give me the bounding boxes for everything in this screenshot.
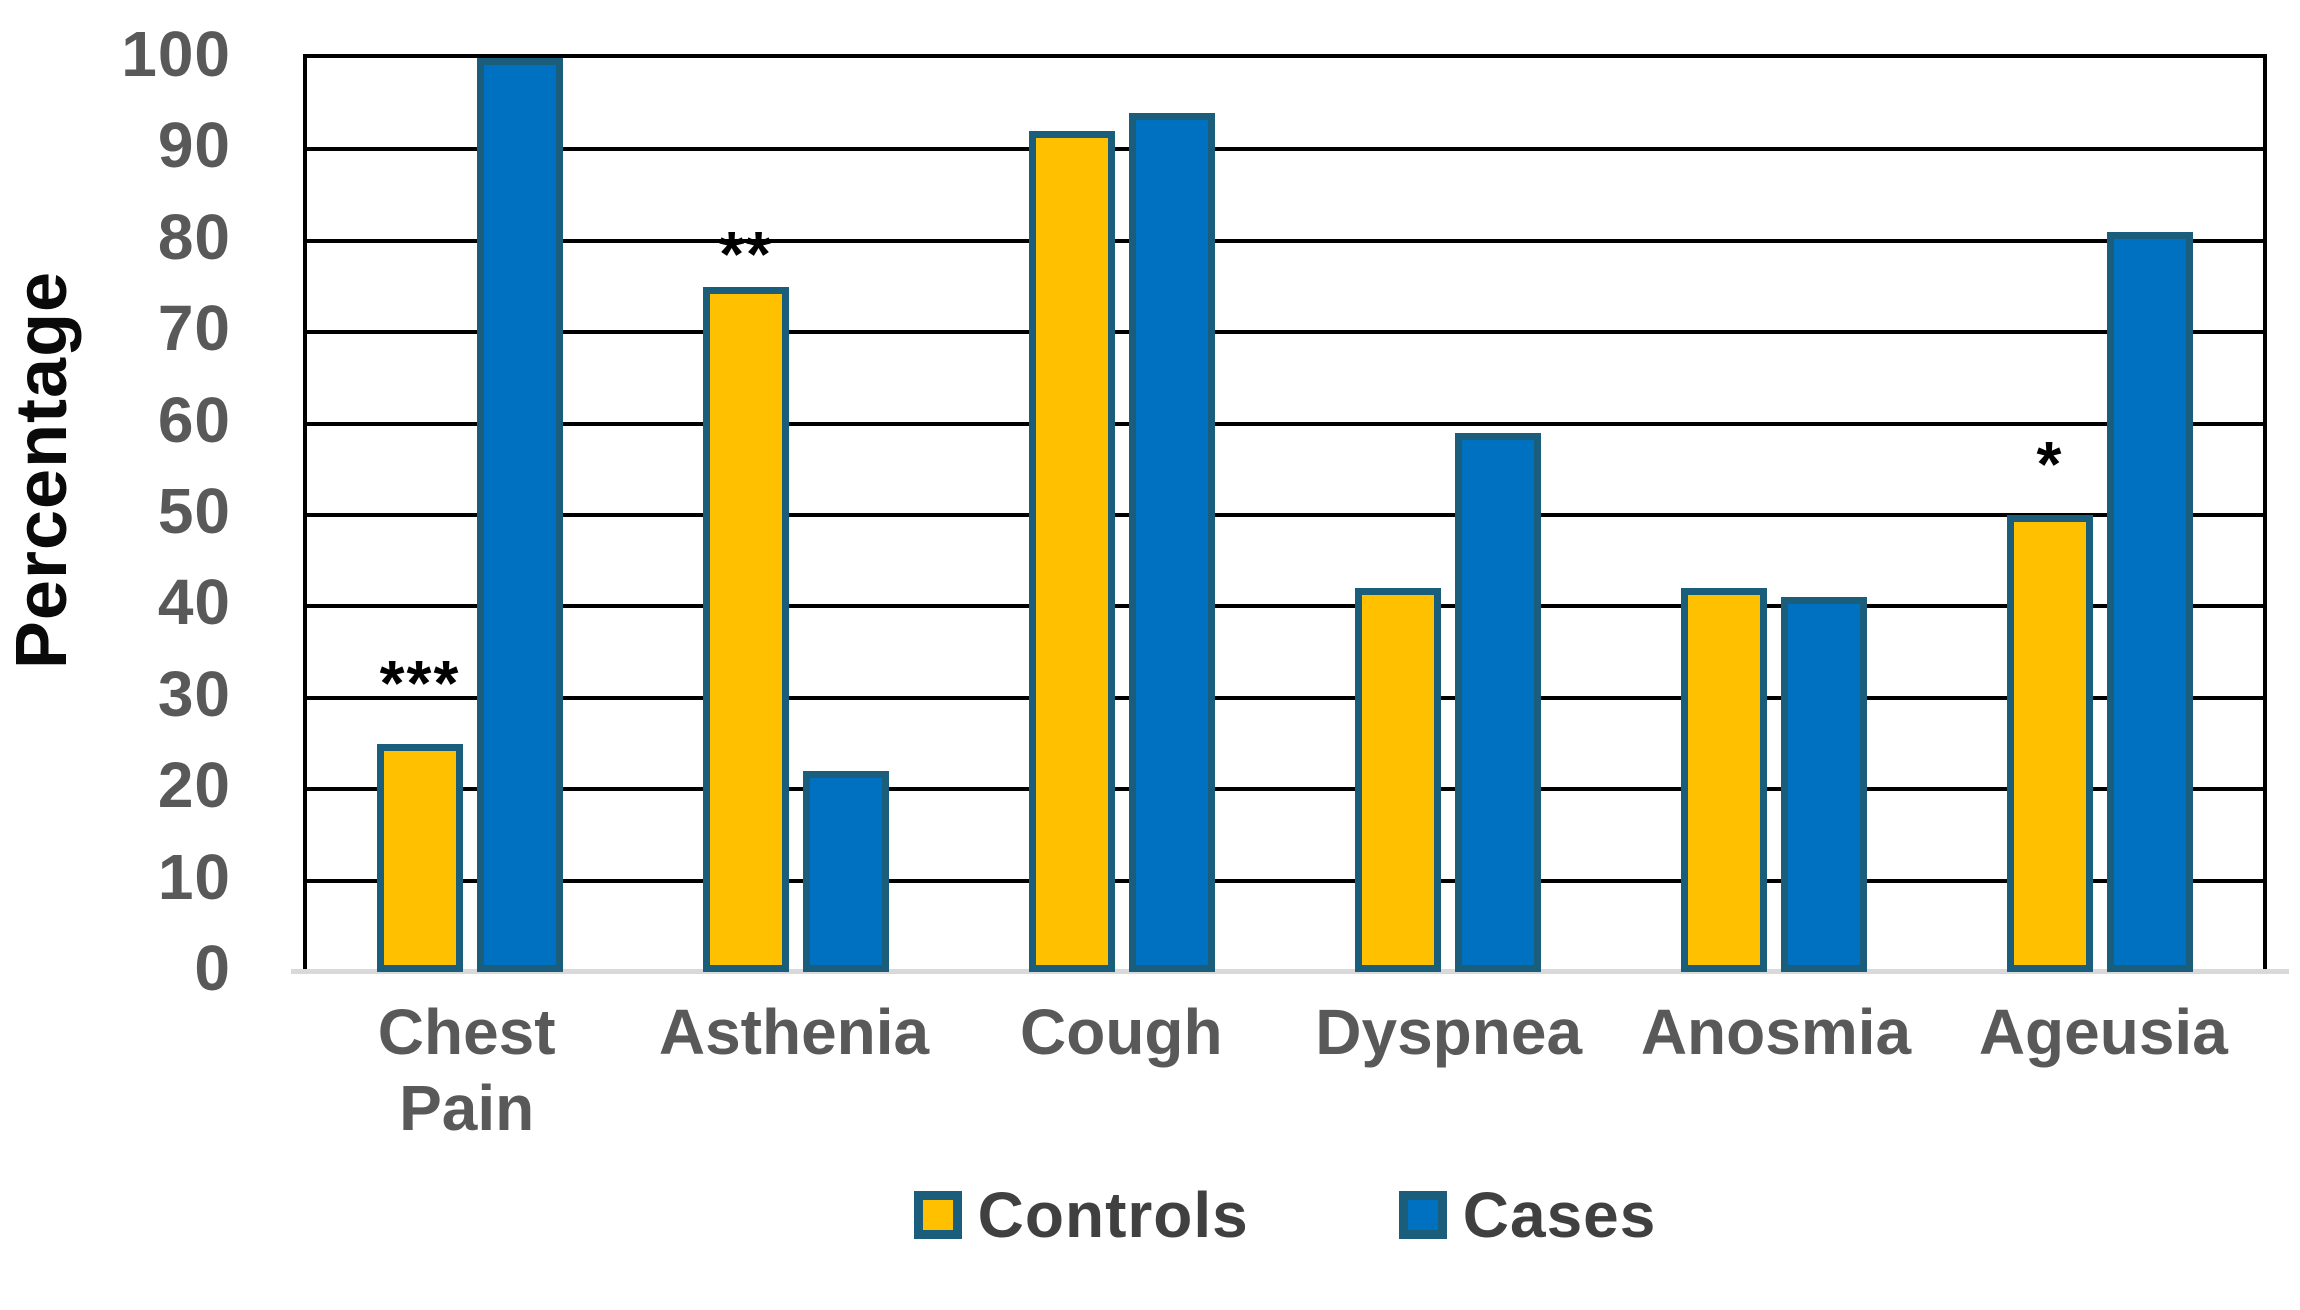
controls-bar-asthenia: [703, 286, 789, 972]
y-tick-label-40: 40: [157, 566, 231, 639]
legend: Controls Cases: [303, 1178, 2267, 1252]
cases-legend-swatch: [1398, 1191, 1447, 1239]
cases-legend-label: Cases: [1462, 1179, 1657, 1251]
x-label-asthenia: Asthenia: [658, 996, 930, 1068]
significance-annotation-asthenia: **: [719, 217, 773, 290]
controls-bar-anosmia: [1681, 588, 1767, 972]
x-axis-baseline: [291, 969, 2289, 974]
y-tick-label-70: 70: [157, 292, 231, 365]
y-tick-label-50: 50: [157, 475, 231, 547]
significance-annotation-chest-pain: ***: [379, 647, 461, 720]
cases-bar-ageusia: [2107, 231, 2193, 972]
controls-legend-label: Controls: [977, 1179, 1249, 1251]
y-axis-tick-labels: 0 10 20 30 40 50 60 70 80 90 100: [0, 18, 245, 1004]
bar-group-cough: [959, 58, 1285, 972]
gridline-90: [307, 147, 2263, 152]
plot-area: *** ** *: [291, 54, 2289, 974]
legend-item-cases: Cases: [1398, 1178, 1657, 1252]
controls-legend-swatch: [913, 1191, 962, 1239]
gridline-60: [307, 421, 2263, 426]
significance-annotation-ageusia: *: [2036, 428, 2064, 501]
x-label-chest-pain: Chest Pain: [377, 996, 556, 1144]
y-tick-label-30: 30: [157, 657, 231, 730]
y-tick-label-20: 20: [157, 749, 231, 822]
bar-group-ageusia: [1937, 58, 2263, 972]
x-label-cough: Cough: [1020, 996, 1223, 1068]
cases-bar-chest-pain: [477, 58, 563, 972]
x-label-ageusia: Ageusia: [1978, 996, 2228, 1068]
controls-bar-dyspnea: [1355, 588, 1441, 972]
cases-bar-cough: [1129, 112, 1215, 972]
controls-bar-chest-pain: [377, 743, 463, 972]
gridline-40: [307, 604, 2263, 609]
bar-groups: [307, 58, 2263, 972]
gridline-30: [307, 695, 2263, 700]
gridline-70: [307, 330, 2263, 335]
gridline-50: [307, 513, 2263, 517]
gridline-80: [307, 238, 2263, 243]
gridline-10: [307, 878, 2263, 883]
bar-group-chest-pain: [307, 58, 633, 972]
y-tick-label-80: 80: [157, 200, 231, 273]
cases-bar-dyspnea: [1455, 432, 1541, 972]
y-tick-label-0: 0: [194, 932, 231, 1004]
cases-bar-anosmia: [1781, 597, 1867, 972]
x-axis-labels: Chest Pain Asthenia Cough Dyspnea Anosmia Age…: [303, 994, 2267, 1146]
x-label-dyspnea: Dyspnea: [1315, 996, 1583, 1068]
y-tick-label-60: 60: [157, 383, 231, 456]
y-tick-label-10: 10: [157, 840, 231, 913]
controls-bar-ageusia: [2007, 515, 2093, 972]
bar-group-anosmia: [1611, 58, 1937, 972]
controls-bar-cough: [1029, 131, 1115, 972]
legend-item-controls: Controls: [913, 1178, 1249, 1252]
cases-bar-asthenia: [803, 770, 889, 972]
bar-group-dyspnea: [1285, 58, 1611, 972]
y-tick-label-100: 100: [121, 18, 231, 90]
gridline-20: [307, 787, 2263, 792]
y-tick-label-90: 90: [157, 109, 231, 182]
bar-group-asthenia: [633, 58, 959, 972]
x-label-anosmia: Anosmia: [1640, 996, 1912, 1068]
